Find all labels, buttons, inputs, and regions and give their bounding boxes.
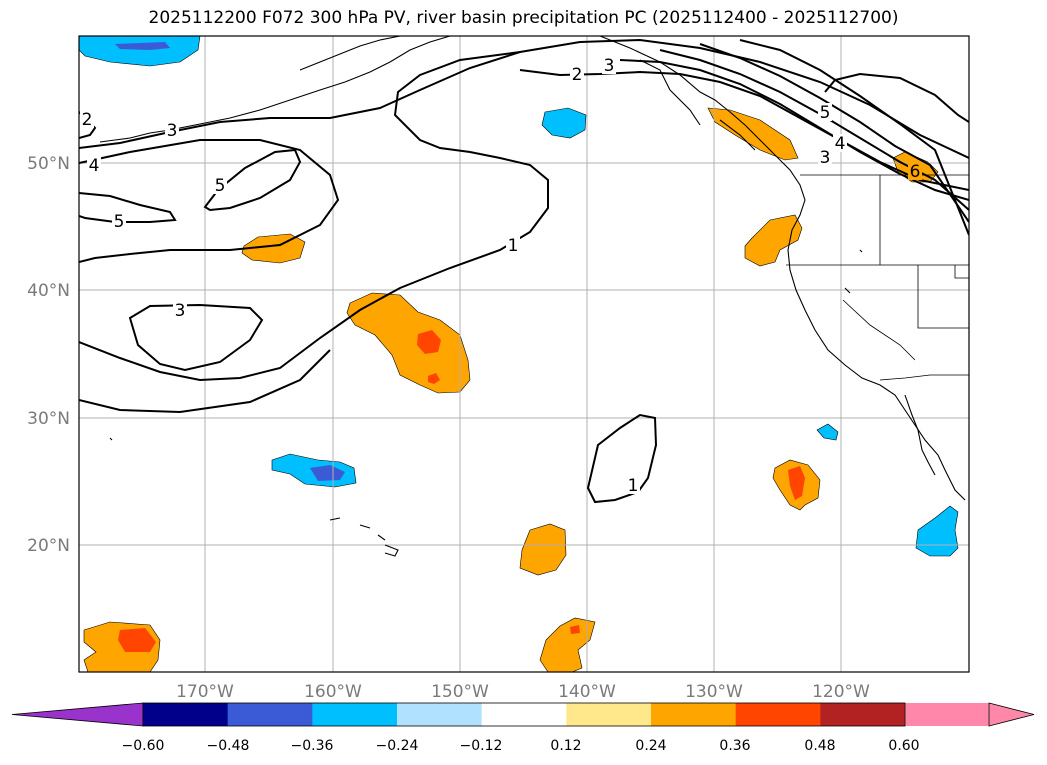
colorbar-cell bbox=[397, 703, 483, 726]
colorbar-cell bbox=[904, 703, 989, 726]
precip-blob-blue bbox=[79, 36, 201, 67]
colorbar-ticks: −0.60 −0.48 −0.36 −0.24 −0.12 0.12 0.24 … bbox=[122, 738, 920, 754]
precip-core-red bbox=[788, 466, 805, 500]
contour-label: 3 bbox=[175, 301, 186, 321]
colorbar-frame bbox=[142, 702, 906, 727]
colorbar-cell bbox=[820, 703, 906, 726]
colorbar-tick-label: 0.48 bbox=[804, 738, 835, 754]
colorbar-cell bbox=[227, 703, 313, 726]
lon-label: 150°W bbox=[431, 682, 489, 702]
lat-label: 50°N bbox=[27, 154, 70, 174]
lat-label: 20°N bbox=[27, 536, 70, 556]
colorbar: −0.60 −0.48 −0.36 −0.24 −0.12 0.12 0.24 … bbox=[11, 702, 1035, 754]
colorbar-tick-label: −0.60 bbox=[122, 738, 165, 754]
contour-label: 1 bbox=[628, 476, 639, 496]
precip-shading bbox=[79, 36, 959, 672]
gridlines bbox=[79, 36, 969, 672]
contour-label: 3 bbox=[820, 148, 831, 168]
colorbar-cell bbox=[566, 703, 652, 726]
colorbar-tick-label: −0.48 bbox=[207, 738, 250, 754]
contour-label: 2 bbox=[82, 110, 93, 130]
contour-label: 2 bbox=[572, 65, 583, 85]
coastlines bbox=[99, 36, 966, 557]
colorbar-cell bbox=[651, 703, 737, 726]
lon-label: 140°W bbox=[558, 682, 616, 702]
contour-label: 3 bbox=[604, 56, 615, 76]
contour-label: 5 bbox=[820, 103, 831, 123]
colorbar-extend-min bbox=[11, 702, 144, 727]
colorbar-cell bbox=[143, 703, 229, 726]
colorbar-cell bbox=[735, 703, 821, 726]
map-background bbox=[79, 36, 969, 672]
precip-blob-orange bbox=[707, 107, 799, 161]
borders bbox=[786, 174, 969, 381]
lat-label: 30°N bbox=[27, 409, 70, 429]
lon-label: 130°W bbox=[685, 682, 743, 702]
contour-label: 5 bbox=[215, 176, 226, 196]
map-title: 2025112200 F072 300 hPa PV, river basin … bbox=[148, 8, 899, 28]
colorbar-tick-label: −0.12 bbox=[460, 738, 503, 754]
contour-label: 4 bbox=[89, 156, 100, 176]
precip-core-red bbox=[570, 625, 580, 634]
precip-core-red bbox=[417, 330, 441, 354]
contour-label: 3 bbox=[167, 121, 178, 141]
colorbar-tick-label: 0.60 bbox=[888, 738, 919, 754]
contour-label: 5 bbox=[114, 212, 125, 232]
colorbar-extend-max bbox=[988, 702, 1035, 727]
lon-label: 120°W bbox=[812, 682, 870, 702]
lon-label: 170°W bbox=[176, 682, 234, 702]
longitude-labels: 170°W 160°W 150°W 140°W 130°W 120°W bbox=[176, 682, 870, 702]
precip-core-dark-blue bbox=[310, 465, 345, 481]
contour-label: 6 bbox=[910, 162, 921, 182]
precip-core-red bbox=[428, 373, 440, 384]
latitude-labels: 50°N 40°N 30°N 20°N bbox=[27, 154, 70, 556]
contour-label: 4 bbox=[835, 134, 846, 154]
map-frame bbox=[78, 35, 970, 673]
precip-blob-blue bbox=[915, 505, 959, 557]
colorbar-tick-label: 0.36 bbox=[719, 738, 750, 754]
lat-label: 40°N bbox=[27, 281, 70, 301]
contour-label: 1 bbox=[508, 236, 519, 256]
precip-blob-orange bbox=[539, 617, 596, 672]
colorbar-cell bbox=[481, 703, 567, 726]
colorbar-tick-label: 0.24 bbox=[635, 738, 666, 754]
colorbar-tick-label: 0.12 bbox=[550, 738, 581, 754]
colorbar-tick-label: −0.24 bbox=[376, 738, 419, 754]
colorbar-cells bbox=[11, 702, 1035, 727]
precip-core-dark-blue bbox=[115, 42, 170, 50]
precip-blob-blue bbox=[816, 423, 839, 441]
lon-label: 160°W bbox=[304, 682, 362, 702]
precip-core-red bbox=[118, 628, 156, 652]
map-panel: 2 3 3 4 5 5 1 3 1 2 3 5 4 6 bbox=[78, 35, 970, 673]
colorbar-tick-label: −0.36 bbox=[291, 738, 334, 754]
precip-blob-orange bbox=[744, 214, 803, 267]
contour-labels: 2 3 3 4 5 5 1 3 1 2 3 5 4 6 bbox=[80, 56, 922, 496]
precip-blob-blue bbox=[541, 107, 587, 139]
precip-blob-orange bbox=[519, 523, 567, 576]
colorbar-cell bbox=[312, 703, 398, 726]
pv-contours bbox=[79, 38, 969, 504]
